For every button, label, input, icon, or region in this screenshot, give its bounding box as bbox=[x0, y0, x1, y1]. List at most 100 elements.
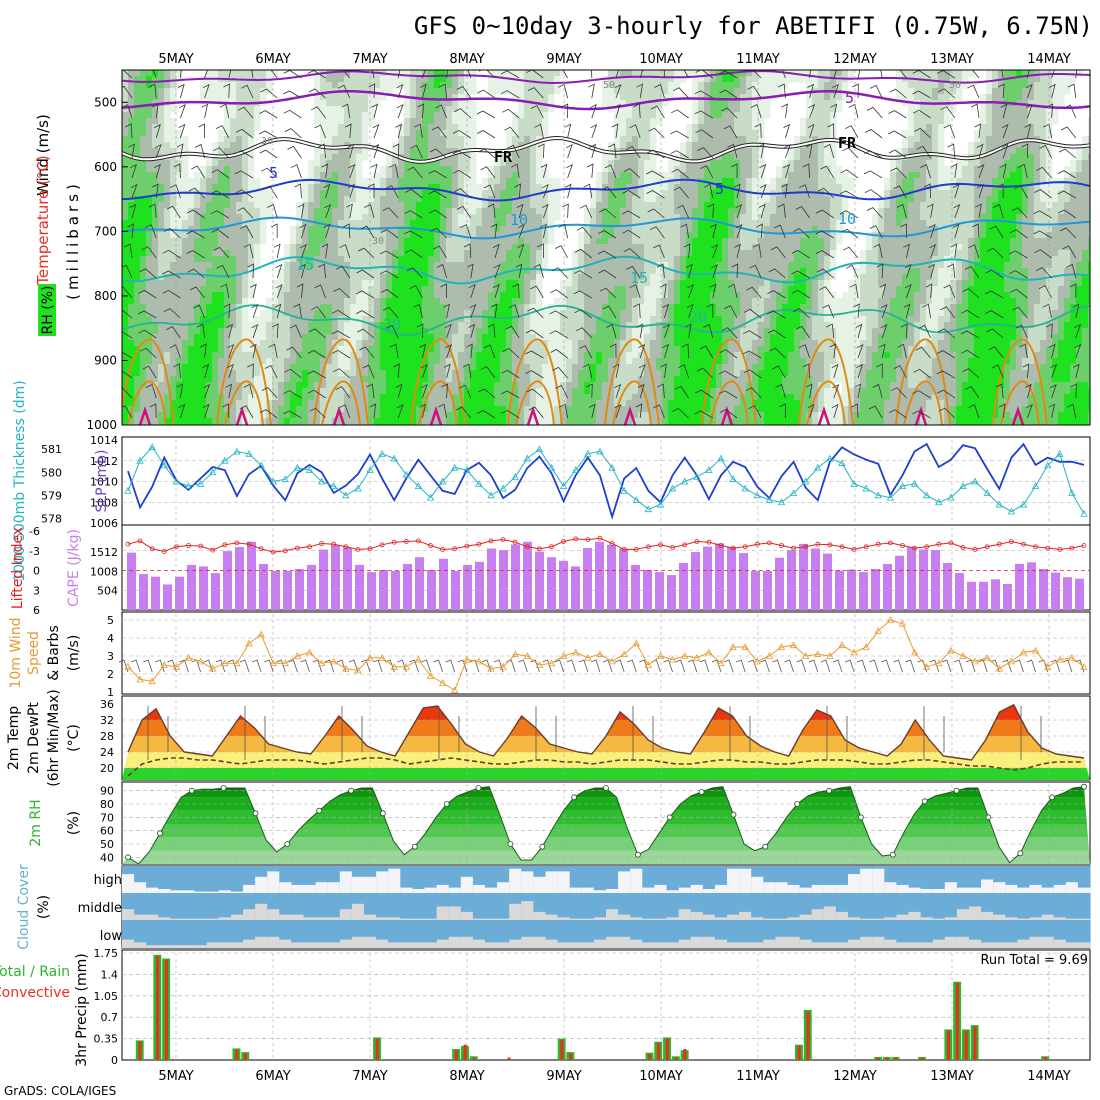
cloud-gap bbox=[654, 918, 668, 920]
cape-bar bbox=[907, 547, 916, 610]
cloud-gap bbox=[448, 936, 462, 948]
cloud-gap bbox=[969, 887, 982, 893]
cloud-gap bbox=[424, 918, 438, 920]
wind-barb bbox=[476, 130, 496, 139]
cloud-gap bbox=[835, 911, 849, 920]
wind-barb bbox=[579, 204, 593, 219]
thickness-point bbox=[1068, 489, 1076, 496]
wind-barb bbox=[926, 203, 934, 219]
wind-speed-point bbox=[1068, 653, 1076, 661]
rh-point bbox=[666, 814, 673, 821]
cape-bar bbox=[223, 551, 232, 610]
cloud-gap bbox=[969, 906, 982, 920]
cloud-cell bbox=[218, 920, 232, 948]
precip-conv-bar bbox=[973, 1026, 977, 1060]
wind-barb bbox=[122, 370, 133, 379]
temperature-hump bbox=[798, 338, 854, 425]
rh-point bbox=[794, 801, 801, 807]
cloud-gap bbox=[376, 871, 389, 893]
wind-barb bbox=[490, 303, 498, 319]
cloud-gap bbox=[122, 874, 135, 893]
wind-barb bbox=[404, 249, 423, 259]
wind-speed-point bbox=[886, 616, 895, 623]
cloud-gap bbox=[218, 890, 232, 893]
cloud-gap bbox=[678, 887, 692, 893]
lifted-index-point bbox=[331, 541, 337, 547]
cloud-gap bbox=[690, 911, 704, 920]
wind-barb bbox=[903, 243, 910, 259]
precip-tick: 0.35 bbox=[94, 1033, 119, 1046]
wind-barb bbox=[784, 659, 794, 673]
wind-barb bbox=[829, 343, 837, 359]
wind-barb bbox=[311, 306, 326, 319]
cloud-gap bbox=[339, 909, 353, 920]
wind-barb bbox=[1012, 306, 1028, 319]
wind-barb bbox=[833, 70, 838, 79]
cloud-gap bbox=[606, 909, 619, 920]
cape-tick: 1008 bbox=[90, 565, 118, 578]
wind-barb bbox=[964, 70, 980, 79]
wind-barb bbox=[215, 659, 226, 673]
wind-barb bbox=[817, 187, 835, 199]
temp-label-a: 2m Temp bbox=[6, 706, 22, 770]
cloud-gap bbox=[206, 942, 220, 948]
cloud-cell bbox=[908, 920, 922, 948]
temperature-hump bbox=[895, 338, 951, 425]
lifted-index-point bbox=[888, 540, 893, 546]
rh-point bbox=[1049, 794, 1055, 801]
lifted-index-point bbox=[476, 541, 482, 547]
cloud-cell bbox=[787, 893, 801, 920]
cape-bar bbox=[847, 569, 856, 610]
cloud-cell bbox=[642, 893, 655, 920]
cloud-label-b: (%) bbox=[36, 895, 52, 919]
cape-bar bbox=[127, 552, 136, 610]
wind-barb bbox=[718, 390, 738, 399]
lifted-index-point bbox=[972, 547, 978, 552]
cloud-cell bbox=[497, 920, 510, 948]
cloud-gap bbox=[848, 917, 861, 920]
wind-barb bbox=[148, 83, 157, 99]
lifted-index-point bbox=[125, 541, 131, 547]
rh-tick: 40 bbox=[100, 851, 114, 864]
rh-point bbox=[1081, 783, 1087, 790]
cloud-gap bbox=[533, 936, 547, 948]
wind-barb bbox=[615, 70, 619, 79]
wind-barb bbox=[145, 224, 157, 239]
temperature-peak bbox=[332, 406, 346, 425]
thickness-point bbox=[269, 477, 277, 485]
wind-barb bbox=[341, 103, 351, 119]
wind-barb bbox=[141, 246, 157, 259]
cloud-gap bbox=[690, 936, 704, 948]
wind-barb bbox=[972, 223, 980, 239]
wind-barb bbox=[623, 168, 641, 179]
cloud-gap bbox=[243, 939, 256, 948]
precip-conv-bar bbox=[375, 1038, 379, 1060]
wind-barb bbox=[417, 103, 425, 119]
wind-barb bbox=[703, 323, 714, 339]
thickness-point bbox=[330, 482, 338, 490]
wind-barb bbox=[950, 243, 958, 259]
wind-barb bbox=[501, 409, 520, 419]
wind-barb bbox=[512, 283, 520, 299]
cloud-gap bbox=[775, 918, 789, 920]
rh-point bbox=[858, 814, 864, 821]
wind-barb bbox=[283, 109, 302, 119]
wind-barb bbox=[1009, 229, 1028, 239]
cloud-gap bbox=[122, 909, 135, 920]
cloud-cell bbox=[1077, 893, 1091, 920]
cloud-cell bbox=[182, 893, 196, 920]
bottom-date-label: 7MAY bbox=[352, 1069, 387, 1084]
wind-barb bbox=[819, 286, 835, 299]
thickness-point bbox=[680, 477, 689, 485]
wind-barb bbox=[888, 149, 907, 159]
wind-speed-point bbox=[1031, 646, 1040, 654]
lifted-index-point bbox=[742, 544, 748, 550]
cloud-gap bbox=[702, 936, 716, 948]
wind-barb bbox=[429, 148, 447, 159]
wind-speed-point bbox=[475, 657, 483, 665]
cloud-gap bbox=[896, 942, 910, 948]
wind-barb bbox=[815, 230, 835, 239]
cloud-cell bbox=[146, 866, 159, 893]
wind-tick: 4 bbox=[107, 632, 114, 645]
wind-speed-point bbox=[1019, 648, 1028, 656]
